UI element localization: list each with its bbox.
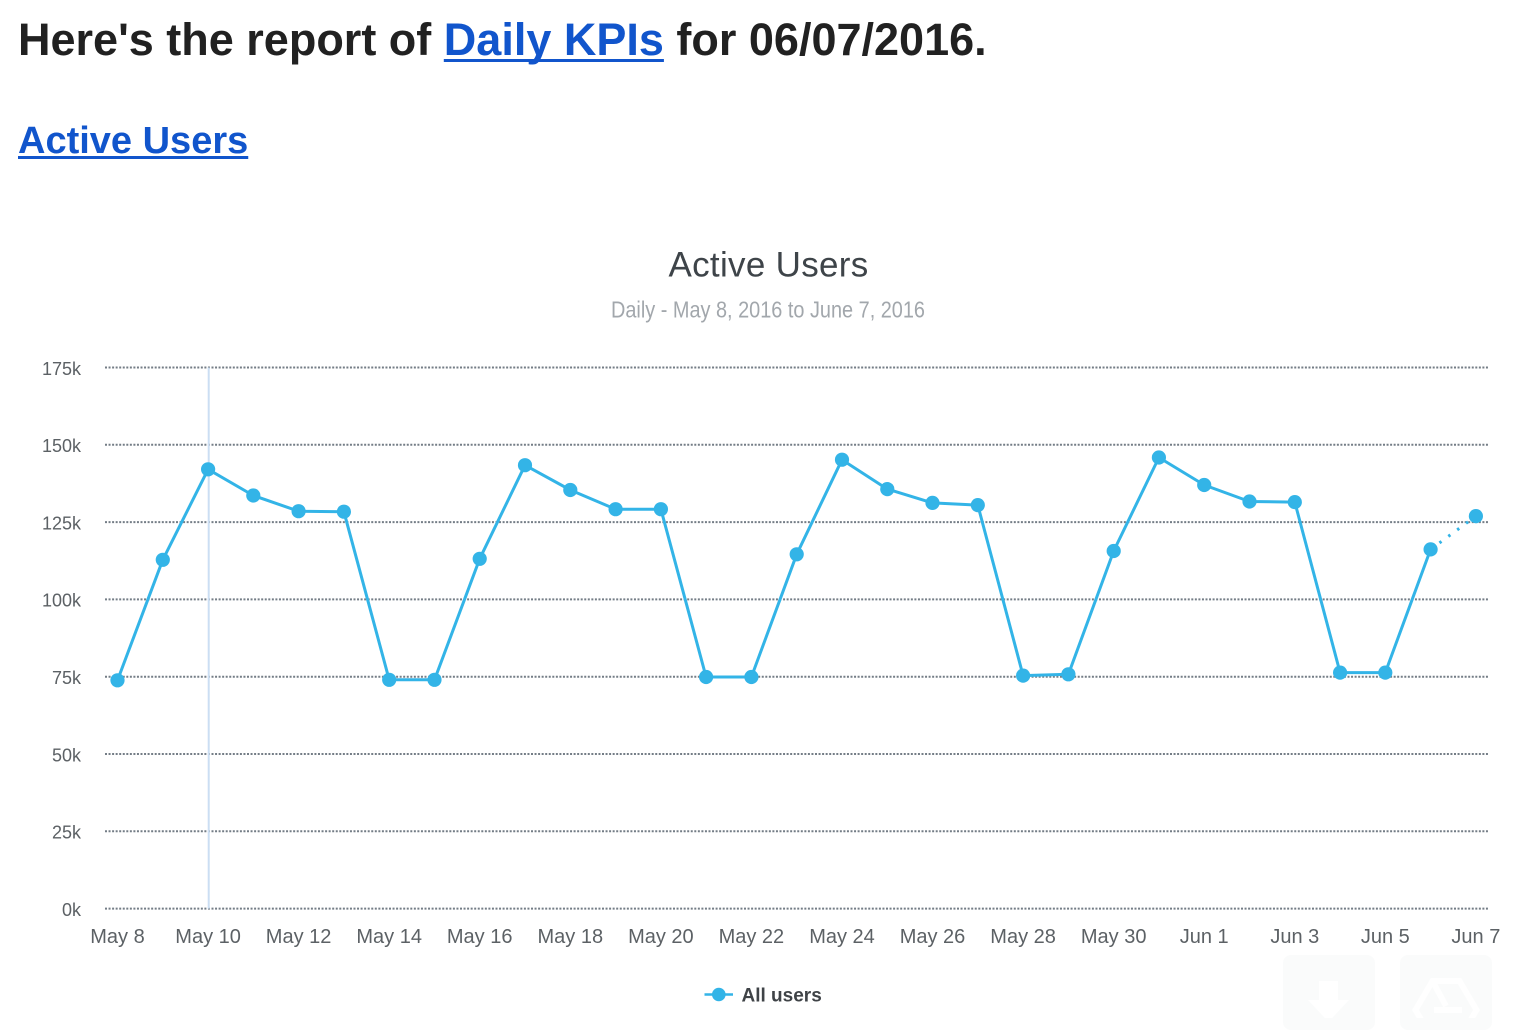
svg-text:May 10: May 10 [175, 926, 241, 948]
svg-text:May 26: May 26 [900, 926, 966, 948]
svg-text:May 18: May 18 [538, 926, 604, 948]
svg-text:May 30: May 30 [1081, 926, 1147, 948]
svg-text:175k: 175k [42, 359, 82, 379]
svg-text:0k: 0k [62, 900, 82, 920]
svg-text:Jun 3: Jun 3 [1270, 926, 1319, 948]
svg-text:All users: All users [742, 985, 822, 1006]
svg-text:May 8: May 8 [90, 926, 144, 948]
svg-text:May 12: May 12 [266, 926, 332, 948]
svg-text:May 14: May 14 [356, 926, 422, 948]
svg-text:May 22: May 22 [719, 926, 785, 948]
svg-text:Jun 5: Jun 5 [1361, 926, 1410, 948]
svg-text:Jun 1: Jun 1 [1180, 926, 1229, 948]
svg-text:100k: 100k [42, 591, 82, 611]
svg-text:125k: 125k [42, 513, 82, 533]
svg-text:May 16: May 16 [447, 926, 513, 948]
svg-text:May 28: May 28 [990, 926, 1056, 948]
svg-text:75k: 75k [52, 668, 82, 688]
svg-text:Active Users: Active Users [668, 245, 868, 284]
svg-text:25k: 25k [52, 823, 82, 843]
svg-text:May 20: May 20 [628, 926, 694, 948]
svg-text:50k: 50k [52, 745, 82, 765]
svg-text:150k: 150k [42, 436, 82, 456]
svg-text:Daily - May 8, 2016 to June 7,: Daily - May 8, 2016 to June 7, 2016 [611, 296, 925, 322]
svg-text:May 24: May 24 [809, 926, 875, 948]
svg-text:Jun 7: Jun 7 [1451, 926, 1500, 948]
